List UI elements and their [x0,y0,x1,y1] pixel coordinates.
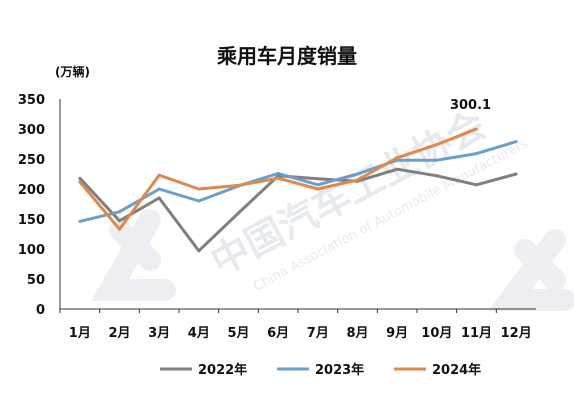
y-tick-label: 200 [18,183,45,198]
legend: 2022年 2023年 2024年 [160,362,481,378]
y-tick-label: 350 [18,93,45,108]
data-point [356,178,359,182]
data-point [475,152,478,156]
data-point [475,183,478,187]
data-point [514,172,518,176]
data-point [78,219,82,223]
legend-label: 2024年 [432,362,481,378]
data-point [237,211,240,215]
data-point [435,143,439,147]
data-point [118,219,121,223]
y-tick-label: 50 [27,273,45,288]
data-point [316,183,320,187]
data-point [157,196,161,200]
data-point [118,227,121,231]
data-point [316,177,320,181]
watermark-logo-right [488,229,574,311]
x-tick-label: 2月 [108,326,130,341]
x-tick-label: 6月 [267,326,289,341]
data-point [157,173,161,177]
x-tick-label: 9月 [386,326,408,341]
data-point [276,171,280,175]
data-point [197,187,201,191]
data-point [435,158,439,162]
watermark: 中国汽车工业协会 China Association of Automobile… [91,102,574,311]
y-tick-label: 100 [18,243,45,258]
series-line-2023年 [79,140,517,223]
x-tick-label: 10月 [421,326,452,341]
legend-label: 2023年 [315,362,364,378]
data-point [197,249,201,253]
y-tick-label: 150 [18,213,45,228]
data-point [435,174,439,178]
x-tick-label: 1月 [69,326,91,341]
x-tick-label: 3月 [148,326,170,341]
y-tick-label: 300 [18,123,45,138]
watermark-logo-left [91,209,176,301]
y-tick-label: 250 [18,153,45,168]
legend-label: 2022年 [198,362,247,378]
chart-title: 乘用车月度销量 [216,44,357,68]
data-point [157,187,161,191]
data-point [78,180,82,184]
data-point [197,199,201,203]
watermark-org-name: 中国汽车工业协会 [204,102,493,284]
x-tick-label: 8月 [346,326,368,341]
x-tick-label: 7月 [307,326,329,341]
data-point [237,183,240,187]
data-point [395,156,399,160]
data-point [475,127,478,131]
data-point [316,187,320,191]
data-point [276,176,280,180]
axes [59,99,536,313]
data-point [78,176,82,180]
data-point [514,140,518,144]
x-tick-label: 4月 [188,326,210,341]
data-labels: 300.1 [450,98,491,113]
y-axis-unit: (万辆) [55,64,90,79]
y-tick-label: 0 [36,303,45,318]
y-tick-labels: 0 50 100 150 200 250 300 350 [18,93,45,318]
data-label: 300.1 [450,98,491,113]
series-lines [78,127,518,253]
x-tick-label: 12月 [501,326,532,341]
data-point [356,172,359,176]
x-tick-labels: 1月 2月 3月 4月 5月 6月 7月 8月 9月 10月 11月 12月 [69,326,532,341]
data-point [118,210,121,214]
x-tick-label: 5月 [227,326,249,341]
x-tick-label: 11月 [461,326,492,341]
data-point [395,167,399,171]
series-line-2022年 [78,167,517,253]
